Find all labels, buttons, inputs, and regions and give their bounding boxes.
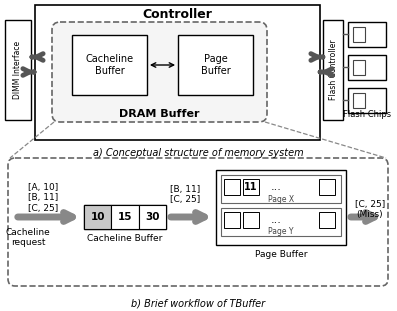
Bar bbox=[348, 22, 386, 47]
Bar bbox=[353, 60, 365, 75]
Text: Controller: Controller bbox=[143, 8, 212, 21]
Text: Cacheline
request: Cacheline request bbox=[6, 228, 50, 247]
Text: 11: 11 bbox=[244, 182, 258, 192]
Bar bbox=[348, 88, 386, 113]
Text: a) Conceptual structure of memory system: a) Conceptual structure of memory system bbox=[93, 148, 304, 158]
Bar bbox=[243, 179, 259, 195]
Text: Cacheline
Buffer: Cacheline Buffer bbox=[85, 54, 133, 76]
Bar bbox=[139, 205, 166, 229]
Bar bbox=[5, 20, 31, 120]
Bar bbox=[353, 93, 365, 108]
Bar bbox=[224, 212, 240, 228]
Bar bbox=[111, 205, 139, 229]
Text: 30: 30 bbox=[145, 212, 160, 222]
Text: Page X: Page X bbox=[268, 194, 294, 203]
Bar bbox=[224, 179, 240, 195]
Text: ...: ... bbox=[271, 215, 281, 225]
Bar bbox=[178, 35, 253, 95]
Text: 15: 15 bbox=[118, 212, 132, 222]
Text: [A, 10]
[B, 11]
[C, 25]: [A, 10] [B, 11] [C, 25] bbox=[28, 183, 58, 213]
Text: Page
Buffer: Page Buffer bbox=[200, 54, 230, 76]
Bar bbox=[348, 55, 386, 80]
Bar bbox=[216, 170, 346, 245]
Bar bbox=[319, 212, 335, 228]
Text: [C, 25]
(Miss): [C, 25] (Miss) bbox=[355, 200, 385, 219]
Text: Cacheline Buffer: Cacheline Buffer bbox=[87, 234, 163, 243]
Bar bbox=[84, 205, 111, 229]
Text: Flash Chips: Flash Chips bbox=[343, 110, 391, 119]
Bar bbox=[84, 205, 166, 229]
Text: ...: ... bbox=[271, 182, 281, 192]
Text: Page Buffer: Page Buffer bbox=[255, 250, 307, 259]
Bar bbox=[72, 35, 147, 95]
FancyBboxPatch shape bbox=[8, 158, 388, 286]
Bar bbox=[221, 175, 341, 203]
Bar bbox=[35, 5, 320, 140]
Bar bbox=[353, 27, 365, 42]
Text: 10: 10 bbox=[91, 212, 105, 222]
FancyBboxPatch shape bbox=[52, 22, 267, 122]
Text: DRAM Buffer: DRAM Buffer bbox=[119, 109, 200, 119]
Text: Page Y: Page Y bbox=[268, 228, 294, 236]
Bar bbox=[243, 212, 259, 228]
Text: [B, 11]
[C, 25]: [B, 11] [C, 25] bbox=[170, 185, 200, 204]
Bar bbox=[319, 179, 335, 195]
Text: b) Brief workflow of TBuffer: b) Brief workflow of TBuffer bbox=[131, 298, 266, 308]
Bar bbox=[323, 20, 343, 120]
Text: Flash Controller: Flash Controller bbox=[328, 40, 337, 100]
Bar bbox=[221, 208, 341, 236]
Text: DIMM Interface: DIMM Interface bbox=[13, 41, 23, 99]
